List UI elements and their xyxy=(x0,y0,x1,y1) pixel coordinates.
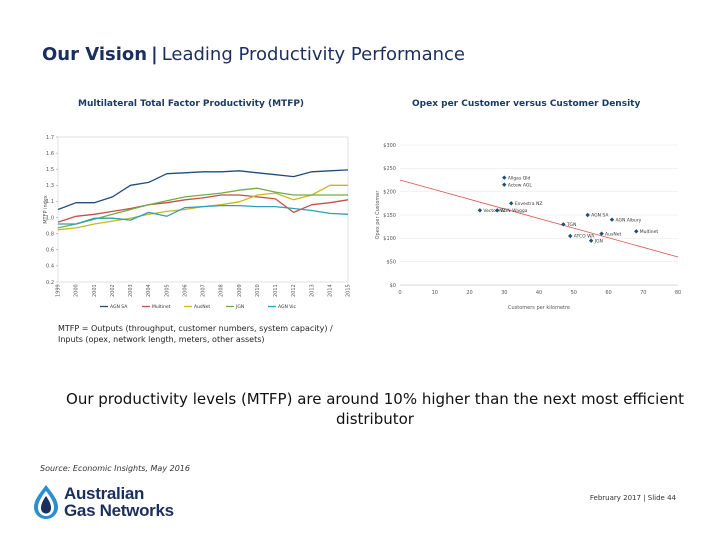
y-tick-label: 0.4 xyxy=(46,264,54,270)
y-axis-title: Opex per Customer xyxy=(375,190,381,240)
y-tick-label: 1.5 xyxy=(46,167,54,173)
series-line-agn-vic xyxy=(58,204,349,225)
logo-wordmark: Australian Gas Networks xyxy=(64,485,174,519)
data-point-label: Envestra NZ xyxy=(515,201,543,207)
x-tick-label: 2011 xyxy=(273,284,279,297)
y-tick-label: $100 xyxy=(383,236,396,242)
x-axis-title: Customers per kilometre xyxy=(508,305,570,311)
data-point-label: JGN xyxy=(594,238,603,244)
logo-line-1: Australian xyxy=(64,484,145,503)
slide-title-separator: | xyxy=(151,44,158,65)
x-tick-label: 2007 xyxy=(201,284,207,297)
y-tick-label: 0.6 xyxy=(46,248,54,254)
flame-drop-icon xyxy=(34,485,58,519)
company-logo: Australian Gas Networks xyxy=(32,484,182,524)
y-tick-label: $150 xyxy=(383,213,396,219)
x-tick-label: 2003 xyxy=(128,284,134,297)
slide-footer: February 2017 | Slide 44 xyxy=(589,494,676,502)
slide-title: Our Vision | Leading Productivity Performa… xyxy=(42,44,465,65)
data-point xyxy=(502,182,507,187)
x-tick-label: 2009 xyxy=(237,284,243,297)
y-tick-label: $250 xyxy=(383,166,396,172)
x-tick-label: 2014 xyxy=(327,284,333,297)
data-point-label: Vector NZ xyxy=(483,208,505,214)
y-axis-title: MTFP index xyxy=(43,195,49,224)
x-tick-label: 2015 xyxy=(346,284,352,297)
data-point xyxy=(609,217,615,222)
headline-statement: Our productivity levels (MTFP) are aroun… xyxy=(66,390,684,428)
trend-line xyxy=(399,179,679,258)
data-point-label: Actew AGL xyxy=(508,182,533,188)
slide-title-sub: Leading Productivity Performance xyxy=(161,44,465,65)
x-tick-label: 2000 xyxy=(74,284,80,297)
x-tick-label: 80 xyxy=(675,290,681,296)
x-tick-label: 50 xyxy=(571,290,577,296)
opex-chart-title: Opex per Customer versus Customer Densit… xyxy=(412,99,641,109)
y-tick-label: 0.8 xyxy=(46,231,54,237)
data-point xyxy=(585,212,590,218)
y-tick-label: 1.6 xyxy=(46,151,54,157)
y-tick-label: 1.7 xyxy=(46,135,54,141)
logo-line-2: Gas Networks xyxy=(64,501,174,520)
mtfp-line-chart: 0.2 0.4 0.6 0.8 1.0 1.1 1.3 1.5 1.6 1.7 1999 2000 20… xyxy=(43,135,352,310)
x-tick-label: 70 xyxy=(640,290,646,296)
data-point-label: TGN xyxy=(566,222,577,228)
x-tick-label: 40 xyxy=(536,290,542,296)
data-point-label: AusNet xyxy=(605,231,621,237)
y-tick-label: 1.1 xyxy=(46,199,54,205)
data-point xyxy=(477,208,483,213)
legend-entry: AGN SA xyxy=(110,304,128,310)
x-tick-label: 0 xyxy=(398,290,401,296)
data-point-label: AGN Wagga xyxy=(501,208,528,214)
x-tick-label: 60 xyxy=(605,290,611,296)
y-tick-label: 1.3 xyxy=(46,183,54,189)
y-tick-label: $50 xyxy=(386,259,396,265)
mtfp-chart-title: Multilateral Total Factor Productivity (… xyxy=(78,99,305,109)
x-tick-label: 2002 xyxy=(110,284,116,297)
mtfp-definition-note: MTFP = Outputs (throughput, customer num… xyxy=(58,324,333,344)
data-point-label: ATCO WA xyxy=(574,234,596,240)
y-tick-label: 1.0 xyxy=(46,215,54,221)
legend-entry: AusNet xyxy=(194,304,210,310)
x-tick-label: 10 xyxy=(432,290,438,296)
series-line-agn-sa xyxy=(57,169,349,211)
data-point xyxy=(634,229,639,234)
x-tick-label: 30 xyxy=(501,290,507,296)
x-tick-label: 2001 xyxy=(92,284,98,297)
data-point xyxy=(568,233,573,239)
x-tick-label: 2005 xyxy=(164,284,170,297)
x-tick-label: 2012 xyxy=(291,284,297,297)
x-tick-label: 1999 xyxy=(56,284,62,297)
data-point-label: AGN Albury xyxy=(615,217,641,223)
y-tick-label: $0 xyxy=(390,283,396,289)
opex-scatter-chart: $0 $50 $100 $150 $200 $250 $300 0 10 20 30 40 50 60 70… xyxy=(375,143,681,311)
source-note: Source: Economic Insights, May 2016 xyxy=(40,464,190,473)
legend-entry: AGN Vic xyxy=(278,304,297,310)
x-tick-label: 2006 xyxy=(182,284,188,297)
data-point-label: Multinet xyxy=(640,229,659,235)
data-point xyxy=(588,238,594,243)
legend-entry: JGN xyxy=(235,304,244,310)
x-tick-label: 20 xyxy=(466,290,472,296)
series-line-jgn xyxy=(57,187,348,229)
x-tick-label: 2010 xyxy=(255,284,261,297)
y-tick-label: $200 xyxy=(383,189,396,195)
data-point xyxy=(509,201,514,206)
series-line-multinet xyxy=(57,194,349,223)
x-tick-label: 2004 xyxy=(146,284,152,297)
slide-title-main: Our Vision xyxy=(42,44,148,65)
data-point-label: Allgas Qld xyxy=(508,175,531,181)
y-tick-label: 0.2 xyxy=(46,280,54,286)
data-point-label: AGN SA xyxy=(591,213,609,219)
legend-entry: Multinet xyxy=(152,304,171,310)
x-tick-label: 2008 xyxy=(219,284,225,297)
data-point xyxy=(495,208,500,213)
y-tick-label: $300 xyxy=(383,143,396,149)
x-tick-label: 2013 xyxy=(309,284,315,297)
data-point xyxy=(502,175,507,180)
